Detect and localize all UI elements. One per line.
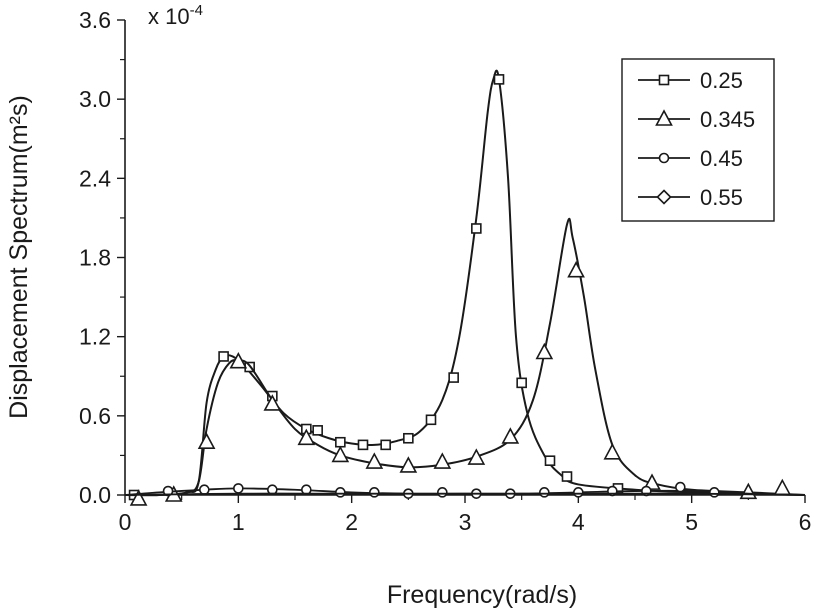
y-tick-label: 3.0: [79, 86, 111, 112]
series-marker-square: [380, 439, 391, 451]
series-marker-circle: [437, 487, 448, 498]
series-marker-square: [425, 414, 437, 426]
x-tick-label: 1: [232, 509, 245, 535]
series-marker-triangle: [643, 473, 661, 490]
y-exponent-power: -4: [190, 2, 203, 19]
legend-label: 0.55: [700, 185, 743, 210]
series-marker-circle: [539, 487, 550, 498]
series-0.55: [124, 492, 806, 496]
legend-item: 0.25: [638, 68, 743, 93]
ticks: 0 1 2 3 4 5 6 0.0 0.6 1.2 1.8 2.4 3.0 3.6: [79, 7, 811, 535]
legend-item: 0.345: [638, 107, 755, 132]
series-marker-triangle: [365, 452, 384, 469]
series-marker-square: [448, 372, 459, 383]
series-marker-square: [493, 74, 505, 85]
series-marker-circle: [162, 485, 174, 497]
legend-label: 0.25: [700, 68, 743, 93]
series-line: [124, 492, 806, 496]
series-marker-square: [403, 432, 414, 444]
series-marker-square: [516, 377, 527, 389]
series-marker-circle: [675, 481, 686, 493]
series-marker-circle: [573, 487, 584, 498]
legend-box: [621, 58, 775, 222]
series-marker-square: [561, 471, 573, 482]
x-tick-label: 4: [572, 509, 585, 535]
series-marker-square: [471, 223, 482, 234]
series-marker-circle: [233, 483, 244, 494]
y-exponent-label: x 10-4: [148, 2, 203, 29]
series-marker-circle: [199, 484, 210, 496]
series-marker-square: [218, 351, 229, 362]
series-marker-triangle: [501, 427, 520, 444]
legend-marker-triangle: [655, 109, 673, 126]
x-tick-label: 0: [119, 509, 132, 535]
series-marker-triangle: [229, 352, 248, 369]
y-tick-label: 0.6: [79, 403, 111, 429]
series-marker-triangle: [129, 489, 148, 506]
x-tick-label: 5: [685, 509, 698, 535]
legend: 0.25 0.345 0.45 0.55: [621, 58, 775, 222]
series-marker-triangle: [297, 428, 316, 446]
series-0.345: [124, 217, 806, 506]
y-tick-label: 0.0: [79, 482, 111, 508]
series-marker-square: [312, 425, 323, 436]
y-tick-label: 1.2: [79, 324, 111, 350]
legend-marker-circle: [658, 152, 670, 164]
series-marker-triangle: [433, 452, 452, 469]
y-axis-label: Displacement Spectrum(m²s): [5, 95, 33, 419]
series-marker-triangle: [535, 342, 554, 360]
legend-items: 0.25 0.345 0.45 0.55: [638, 68, 755, 210]
y-tick-label: 3.6: [79, 7, 111, 33]
series-marker-triangle: [603, 443, 622, 460]
y-exponent-base: x 10: [148, 4, 190, 29]
x-tick-label: 3: [459, 509, 472, 535]
series-marker-square: [335, 436, 346, 448]
x-tick-label: 2: [345, 509, 358, 535]
series-marker-circle: [335, 487, 346, 498]
series-marker-circle: [709, 487, 720, 498]
y-tick-label: 2.4: [79, 165, 111, 191]
series-marker-triangle: [399, 456, 418, 473]
x-tick-label: 6: [799, 509, 812, 535]
series-layer: [124, 69, 806, 506]
legend-marker-square: [658, 74, 670, 86]
series-marker-triangle: [331, 445, 350, 463]
series-marker-triangle: [197, 432, 216, 450]
legend-item: 0.55: [638, 185, 743, 210]
legend-label: 0.45: [700, 146, 743, 171]
legend-item: 0.45: [638, 146, 743, 171]
series-marker-square: [544, 455, 556, 466]
series-marker-triangle: [567, 261, 585, 278]
y-tick-label: 1.8: [79, 245, 111, 271]
x-axis-label: Frequency(rad/s): [387, 581, 577, 609]
legend-marker-diamond: [656, 189, 672, 205]
series-marker-triangle: [773, 478, 792, 496]
series-marker-triangle: [263, 394, 282, 411]
series-marker-circle: [369, 487, 380, 498]
series-marker-square: [357, 439, 369, 451]
series-marker-triangle: [467, 448, 486, 465]
legend-label: 0.345: [700, 107, 755, 132]
